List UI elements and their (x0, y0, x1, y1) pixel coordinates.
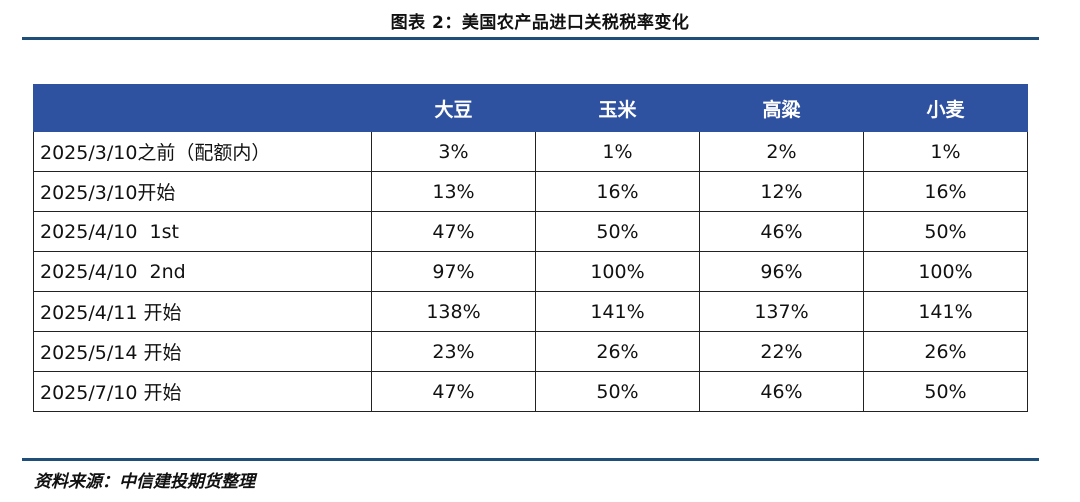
table-cell: 1% (535, 131, 700, 172)
table-cell: 2% (699, 131, 864, 172)
table-row: 2025/4/10 2nd 97% 100% 96% 100% (33, 251, 1028, 292)
table-cell: 96% (699, 251, 864, 292)
source-note: 资料来源：中信建投期货整理 (34, 472, 255, 492)
bottom-divider (22, 458, 1039, 461)
table-cell: 12% (699, 171, 864, 212)
row-label: 2025/4/10 1st (33, 211, 372, 252)
table-cell: 16% (863, 171, 1028, 212)
table-row: 2025/4/10 1st 47% 50% 46% 50% (33, 211, 1028, 252)
tariff-table-container: 大豆 玉米 高粱 小麦 2025/3/10之前（配额内） 3% 1% 2% 1%… (33, 84, 1028, 412)
row-label: 2025/7/10 开始 (33, 371, 372, 412)
table-cell: 97% (371, 251, 536, 292)
header-cell-soybean: 大豆 (371, 84, 536, 132)
table-cell: 100% (535, 251, 700, 292)
row-label: 2025/3/10开始 (33, 171, 372, 212)
figure-title: 图表 2：美国农产品进口关税税率变化 (390, 13, 690, 33)
table-cell: 100% (863, 251, 1028, 292)
header-cell-corner (33, 84, 372, 132)
table-row: 2025/4/11 开始 138% 141% 137% 141% (33, 291, 1028, 332)
table-row: 2025/5/14 开始 23% 26% 22% 26% (33, 331, 1028, 372)
table-cell: 50% (535, 371, 700, 412)
header-cell-sorghum: 高粱 (699, 84, 864, 132)
table-cell: 50% (863, 371, 1028, 412)
header-cell-corn: 玉米 (535, 84, 700, 132)
row-label: 2025/3/10之前（配额内） (33, 131, 372, 172)
table-cell: 50% (535, 211, 700, 252)
table-cell: 3% (371, 131, 536, 172)
table-cell: 23% (371, 331, 536, 372)
table-cell: 47% (371, 211, 536, 252)
table-cell: 47% (371, 371, 536, 412)
top-divider (22, 37, 1039, 40)
table-row: 2025/3/10开始 13% 16% 12% 16% (33, 171, 1028, 212)
table-cell: 50% (863, 211, 1028, 252)
table-cell: 13% (371, 171, 536, 212)
table-cell: 46% (699, 371, 864, 412)
table-cell: 137% (699, 291, 864, 332)
header-cell-wheat: 小麦 (863, 84, 1028, 132)
table-cell: 26% (535, 331, 700, 372)
table-cell: 22% (699, 331, 864, 372)
tariff-table: 大豆 玉米 高粱 小麦 2025/3/10之前（配额内） 3% 1% 2% 1%… (33, 84, 1028, 412)
table-cell: 138% (371, 291, 536, 332)
row-label: 2025/5/14 开始 (33, 331, 372, 372)
table-cell: 141% (863, 291, 1028, 332)
table-cell: 141% (535, 291, 700, 332)
row-label: 2025/4/10 2nd (33, 251, 372, 292)
table-row: 2025/7/10 开始 47% 50% 46% 50% (33, 371, 1028, 412)
table-cell: 1% (863, 131, 1028, 172)
table-cell: 26% (863, 331, 1028, 372)
table-header-row: 大豆 玉米 高粱 小麦 (33, 84, 1028, 132)
table-cell: 46% (699, 211, 864, 252)
row-label: 2025/4/11 开始 (33, 291, 372, 332)
table-cell: 16% (535, 171, 700, 212)
table-row: 2025/3/10之前（配额内） 3% 1% 2% 1% (33, 131, 1028, 172)
